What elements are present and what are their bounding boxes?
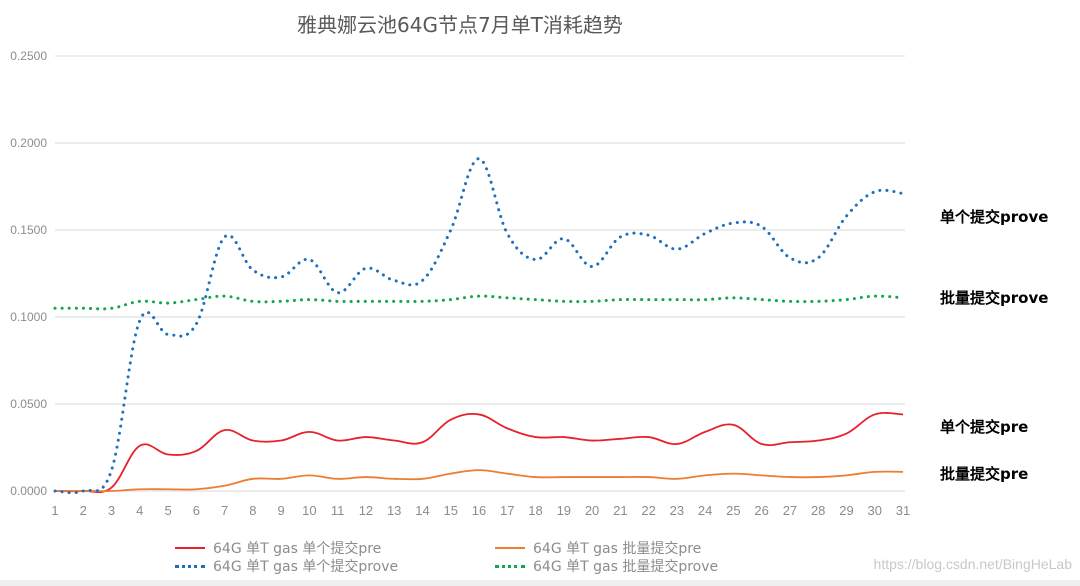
x-tick-label: 25: [726, 503, 740, 518]
data-series: [53, 157, 905, 495]
y-tick-label: 0.0500: [10, 397, 47, 411]
series-batch-prove: [53, 294, 905, 311]
x-tick-label: 1: [51, 503, 58, 518]
x-tick-label: 30: [867, 503, 881, 518]
watermark: https://blog.csdn.net/BingHeLab: [873, 556, 1072, 572]
y-tick-label: 0.2500: [10, 49, 47, 63]
x-tick-label: 9: [278, 503, 285, 518]
legend-item-batch-pre[interactable]: 64G 单T gas 批量提交pre: [495, 538, 701, 558]
legend-item-single-prove[interactable]: 64G 单T gas 单个提交prove: [175, 556, 398, 576]
annotation-batch-pre: 批量提交pre: [940, 465, 1029, 483]
x-tick-label: 11: [331, 503, 345, 518]
y-tick-label: 0.1000: [10, 310, 47, 324]
legend-label: 64G 单T gas 批量提交pre: [533, 541, 702, 557]
x-tick-label: 24: [698, 503, 712, 518]
annotation-single-prove: 单个提交prove: [940, 208, 1049, 226]
x-tick-label: 10: [302, 503, 316, 518]
x-tick-label: 8: [249, 503, 256, 518]
x-tick-label: 4: [136, 503, 143, 518]
x-tick-label: 7: [221, 503, 228, 518]
x-tick-label: 3: [108, 503, 115, 518]
legend-label: 64G 单T gas 单个提交pre: [213, 541, 382, 557]
x-tick-label: 6: [193, 503, 200, 518]
series-single-pre: [54, 412, 904, 493]
x-tick-label: 19: [557, 503, 571, 518]
x-tick-label: 21: [613, 503, 627, 518]
x-tick-label: 27: [783, 503, 797, 518]
legend-swatch-solid-orange: [495, 547, 525, 549]
legend-swatch-dotted-green: [495, 564, 525, 568]
x-tick-label: 29: [839, 503, 853, 518]
legend-swatch-dotted-blue: [175, 564, 205, 568]
series-single-prove: [53, 157, 905, 495]
x-tick-label: 2: [80, 503, 87, 518]
x-tick-label: 12: [359, 503, 373, 518]
y-tick-label: 0.1500: [10, 223, 47, 237]
y-tick-label: 0.0000: [10, 484, 47, 498]
x-tick-label: 18: [528, 503, 542, 518]
x-tick-label: 15: [443, 503, 457, 518]
x-tick-label: 31: [896, 503, 910, 518]
x-tick-label: 28: [811, 503, 825, 518]
legend-swatch-solid-red: [175, 547, 205, 549]
x-tick-label: 23: [670, 503, 684, 518]
y-axis-ticks: 0.0000 0.0500 0.1000 0.1500 0.2000 0.2500: [10, 49, 47, 498]
x-tick-label: 5: [164, 503, 171, 518]
chart-title: 雅典娜云池64G节点7月单T消耗趋势: [297, 13, 623, 37]
legend-item-batch-prove[interactable]: 64G 单T gas 批量提交prove: [495, 556, 718, 576]
annotation-single-pre: 单个提交pre: [940, 418, 1029, 436]
series-batch-pre: [54, 469, 904, 493]
annotation-batch-prove: 批量提交prove: [940, 289, 1049, 307]
x-tick-label: 26: [754, 503, 768, 518]
y-tick-label: 0.2000: [10, 136, 47, 150]
gridlines: [55, 55, 905, 492]
x-tick-label: 16: [472, 503, 486, 518]
legend-label: 64G 单T gas 批量提交prove: [533, 559, 719, 575]
legend-label: 64G 单T gas 单个提交prove: [213, 559, 399, 575]
x-tick-label: 22: [641, 503, 655, 518]
x-axis-ticks: 1 2 3 4 5 6 7 8 9 10 11 12 13 14 15 16 17 18 19 20 21 22 23 24 2…: [51, 503, 910, 518]
x-tick-label: 13: [387, 503, 401, 518]
legend-item-single-pre[interactable]: 64G 单T gas 单个提交pre: [175, 538, 381, 558]
bottom-border: [0, 580, 1080, 586]
x-tick-label: 17: [500, 503, 514, 518]
x-tick-label: 14: [415, 503, 429, 518]
x-tick-label: 20: [585, 503, 599, 518]
